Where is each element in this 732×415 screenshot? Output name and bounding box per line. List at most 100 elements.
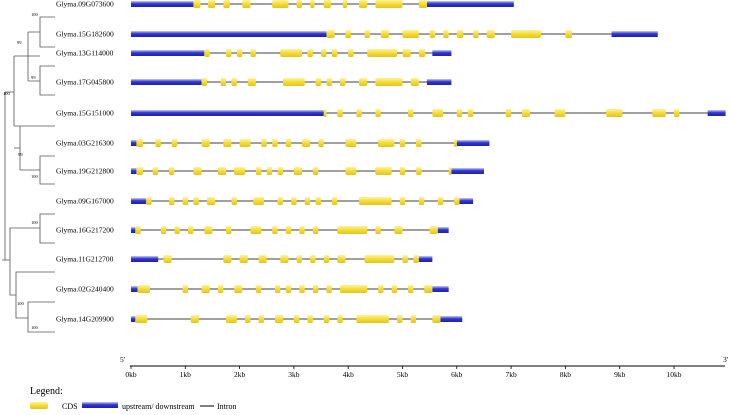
cds-block <box>331 197 338 205</box>
cds-block <box>201 78 208 86</box>
cds-block <box>454 139 457 147</box>
cds-block <box>255 167 262 175</box>
cds-block <box>190 315 199 323</box>
cds-block <box>242 0 251 8</box>
scale-axis: 5' 3' 0kb 1kb 2kb 3kb 4kb 5kb 6kb 7kb 8kb 9kb 10kb <box>120 355 729 379</box>
cds-block <box>356 109 362 117</box>
utr-block <box>611 31 658 37</box>
cds-block <box>155 139 161 147</box>
cds-block <box>160 226 167 234</box>
cds-block <box>201 285 210 293</box>
cds-block <box>217 167 227 175</box>
cds-block <box>247 78 256 86</box>
cds-block <box>429 30 436 38</box>
cds-block <box>299 226 305 234</box>
cds-block <box>418 0 427 8</box>
cds-block <box>312 285 319 293</box>
cds-block <box>285 285 292 293</box>
cds-block <box>375 0 403 8</box>
axis-tick-label: 2kb <box>234 370 246 379</box>
cds-block <box>337 226 368 234</box>
cds-block <box>182 285 189 293</box>
cds-block <box>223 255 232 263</box>
cds-block <box>342 0 348 8</box>
cds-block <box>359 197 392 205</box>
cds-block <box>652 109 666 117</box>
cds-block <box>375 226 381 234</box>
cds-block <box>280 255 289 263</box>
gene-row: Glyma.15G182600 <box>56 30 658 39</box>
gene-name-label: Glyma.15G182600 <box>56 30 114 39</box>
cds-block <box>397 315 403 323</box>
cds-block <box>137 285 151 293</box>
cds-block <box>410 315 417 323</box>
cds-block <box>375 78 403 86</box>
gene-row: Glyma.17G045800 <box>56 78 452 87</box>
cds-block <box>234 285 243 293</box>
cds-block <box>356 315 389 323</box>
cds-block <box>245 315 251 323</box>
cds-block <box>136 167 143 175</box>
tree-branch-lower <box>5 227 40 296</box>
cds-block <box>171 139 178 147</box>
tree-branch-upper <box>5 55 28 126</box>
cds-block <box>135 226 141 234</box>
cds-block <box>296 0 303 8</box>
cds-block <box>407 109 414 117</box>
cds-block <box>413 255 419 263</box>
cds-block <box>606 109 623 117</box>
cds-block <box>207 197 216 205</box>
cds-block <box>312 226 319 234</box>
cds-block <box>307 49 313 57</box>
cds-block <box>274 285 281 293</box>
cds-block <box>174 226 180 234</box>
utr-block <box>131 256 159 262</box>
gene-rows: Glyma.09G073600 Glyma.15G182600 Glyma.13G1… <box>56 0 726 324</box>
utr-block <box>131 198 147 204</box>
cds-block <box>331 49 338 57</box>
tree-branch-clade-ef <box>15 271 55 319</box>
cds-block <box>255 285 262 293</box>
cds-block <box>432 315 441 323</box>
gene-name-label: Glyma.14G209900 <box>56 315 114 324</box>
cds-block <box>410 78 419 86</box>
utr-block <box>432 50 452 56</box>
gene-row: Glyma.02G240400 <box>56 285 449 294</box>
bootstrap-label: 100 <box>31 12 39 17</box>
cds-block <box>163 255 172 263</box>
cds-block <box>337 255 346 263</box>
cds-block <box>337 109 343 117</box>
axis-tick-label: 9kb <box>614 370 626 379</box>
bootstrap-label: 99 <box>17 40 22 45</box>
gene-name-label: Glyma.15G151000 <box>56 109 114 118</box>
cds-block <box>378 285 384 293</box>
cds-block <box>208 0 216 8</box>
cds-block <box>152 167 159 175</box>
cds-block <box>432 109 444 117</box>
axis-tick-label: 4kb <box>343 370 355 379</box>
gene-name-label: Glyma.17G045800 <box>56 78 114 87</box>
cds-block <box>304 197 311 205</box>
bootstrap-label: 100 <box>31 174 39 179</box>
cds-block <box>239 139 251 147</box>
cds-block <box>146 197 152 205</box>
tree-branch-clade-ab-links <box>28 31 40 82</box>
axis-5prime-label: 5' <box>120 355 126 364</box>
utr-block <box>131 110 324 116</box>
cds-block <box>204 49 210 57</box>
cds-block <box>456 109 463 117</box>
cds-block <box>258 255 267 263</box>
utr-block <box>131 168 137 174</box>
bootstrap-label: 100 <box>31 220 39 225</box>
axis-tick-label: 7kb <box>505 370 517 379</box>
gene-row: Glyma.03G216300 <box>56 139 490 148</box>
cds-block <box>380 30 389 38</box>
axis-tick-label: 10kb <box>667 370 682 379</box>
cds-block <box>323 0 331 8</box>
tree-branch-clade-c-link <box>14 126 40 171</box>
gene-name-label: Glyma.13G114000 <box>56 49 114 58</box>
cds-block <box>364 30 370 38</box>
cds-block <box>302 139 311 147</box>
cds-block <box>169 167 175 175</box>
cds-block <box>272 0 289 8</box>
